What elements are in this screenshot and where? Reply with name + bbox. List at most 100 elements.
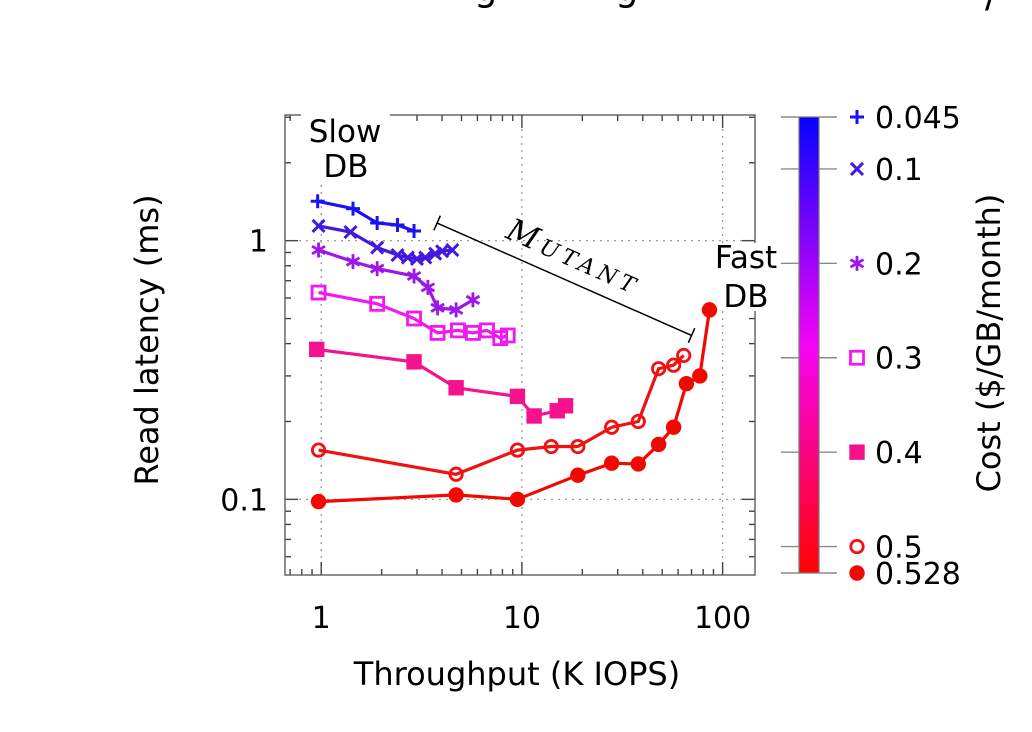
mutant-line [436,222,692,337]
data-series [309,194,718,510]
series-line [318,248,474,312]
marker-circle-open [651,361,667,377]
marker-circle-filled [603,455,620,471]
marker-square-open [369,295,386,312]
mutant-annotation-label: MUTANT [500,211,647,302]
mutant-annotation-line [433,215,696,344]
plot-frame [284,114,756,576]
colorbar-ticks [781,116,837,574]
cropped-title-fragment-2: g [615,0,639,9]
marker-square-open [450,322,466,339]
marker-square-open [406,310,422,327]
marker-circle-filled [310,493,327,510]
series-line [318,291,509,340]
marker-asterisk [311,242,326,258]
legend-item-0.5: 0.5 [849,531,923,566]
marker-plus [310,194,325,209]
series-line [316,347,567,418]
marker-cross [849,161,865,176]
marker-square-open [849,349,865,366]
legend-item-0.3: 0.3 [849,342,923,377]
marker-asterisk [448,302,464,318]
marker-circle-open [509,442,526,458]
marker-asterisk [345,254,361,270]
series-0.4 [309,341,574,424]
legend-item-0.045: 0.045 [850,101,961,136]
legend-label: 0.4 [875,436,923,471]
marker-asterisk [465,292,481,308]
marker-circle-filled [650,436,667,453]
cropped-title-fragment-1: g [474,0,498,9]
series-line [318,224,453,261]
x-tick-label: 100 [694,601,751,636]
marker-square-filled [309,341,325,358]
marker-circle-filled [570,467,586,483]
legend-label: 0.045 [875,101,961,136]
series-0.045 [310,194,422,238]
legend-label: 0.528 [875,557,961,592]
marker-circle-filled [509,491,526,508]
marker-circle-filled [665,419,682,435]
marker-square-open [499,327,516,344]
legend-label: 0.2 [875,247,923,282]
marker-cross [311,218,326,233]
slow-db-label-line1: Slow [309,114,382,150]
series-0.1 [311,218,460,266]
legend-label: 0.5 [875,531,923,566]
axis-ticks [285,115,755,575]
marker-plus [850,110,864,124]
series-line [318,354,685,476]
fast-db-label-line2: DB [723,279,768,315]
marker-circle-open [604,419,620,435]
fast-db-label-line1: Fast [715,240,777,276]
marker-square-filled [849,444,865,460]
marker-circle-open [630,413,646,430]
slow-db-label-line2: DB [323,149,368,185]
marker-cross [445,242,460,258]
marker-square-filled [526,408,542,424]
legend: 0.045 0.1 0.2 0.3 0.4 0.50.528 [849,101,961,592]
marker-plus [346,201,360,216]
marker-circle-filled [692,368,708,384]
marker-circle-open [448,466,464,482]
x-tick-label: 1 [312,601,331,636]
marker-square-open [429,324,446,341]
marker-circle-open [310,442,327,458]
marker-circle-open [543,438,559,455]
marker-circle-filled [630,456,646,472]
series-0.2 [311,242,481,318]
legend-label: 0.1 [875,153,923,188]
y-tick-label: 0.1 [220,483,268,518]
cropped-title-fragment-3: / [985,0,998,16]
colorbar-title: Cost ($/GB/month) [970,194,1008,493]
marker-circle-filled [678,375,695,392]
series-0.3 [310,284,516,347]
marker-cross [390,247,405,263]
marker-square-filled [406,354,422,370]
fast-db-label-background [709,243,785,311]
marker-asterisk [430,300,445,316]
marker-asterisk [369,261,385,277]
marker-circle-open [676,347,692,364]
series-0.528 [310,302,718,510]
series-line [317,199,415,233]
series-0.5 [310,347,692,482]
marker-plus [407,223,422,238]
marker-square-filled [557,398,574,414]
marker-square-filled [509,388,526,405]
x-tick-label: 10 [503,601,541,636]
x-axis-title: Throughput (K IOPS) [353,655,680,693]
marker-cross [418,250,433,265]
marker-square-open [310,284,327,301]
marker-circle-open [666,357,682,373]
mutant-line-endcap [687,327,696,344]
marker-circle-open [570,438,586,455]
y-axis-title: Read latency (ms) [128,194,166,485]
marker-circle-filled [701,302,718,318]
marker-asterisk [420,279,436,295]
marker-circle-filled [849,565,865,581]
marker-circle-filled [448,487,464,503]
marker-cross [370,240,385,255]
